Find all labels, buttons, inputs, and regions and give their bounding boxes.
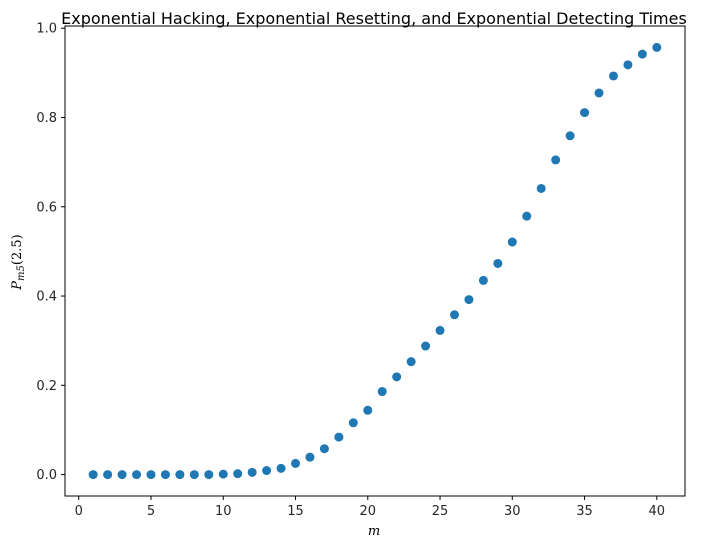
data-point: [204, 470, 214, 480]
data-point: [406, 357, 416, 367]
data-point: [478, 275, 488, 285]
x-tick-label: 0: [75, 504, 83, 519]
data-point: [348, 418, 358, 428]
y-axis-label: Pm5(2.5): [10, 234, 27, 290]
data-point: [652, 42, 662, 52]
x-tick-label: 5: [147, 504, 155, 519]
data-point: [551, 155, 561, 165]
x-tick-label: 35: [576, 504, 593, 519]
data-point: [218, 469, 228, 479]
data-point: [291, 458, 301, 468]
y-tick-label: 0.8: [36, 111, 57, 126]
data-point: [276, 463, 286, 473]
plot-area: [64, 25, 686, 497]
data-point: [377, 387, 387, 397]
y-tick-label: 0.2: [36, 379, 57, 394]
data-point: [363, 405, 373, 415]
data-point: [160, 470, 170, 480]
data-point: [175, 470, 185, 480]
data-point: [262, 466, 272, 476]
data-point: [305, 452, 315, 462]
data-point: [608, 71, 618, 81]
plot-frame: [64, 25, 686, 497]
data-point: [565, 131, 575, 141]
data-point: [392, 372, 402, 382]
data-point: [421, 341, 431, 351]
chart-title: Exponential Hacking, Exponential Resetti…: [61, 9, 687, 28]
x-tick-label: 20: [360, 504, 377, 519]
data-point: [435, 325, 445, 335]
y-tick-label: 0.6: [36, 200, 57, 215]
data-point: [319, 444, 329, 454]
data-point: [536, 183, 546, 193]
x-tick-label: 15: [287, 504, 304, 519]
data-points: [88, 42, 662, 480]
data-point: [189, 470, 199, 480]
data-point: [132, 470, 142, 480]
x-tick-label: 30: [504, 504, 521, 519]
data-point: [88, 470, 98, 480]
data-point: [334, 432, 344, 442]
y-tick-label: 1.0: [36, 22, 57, 37]
data-point: [247, 467, 257, 477]
data-point: [117, 470, 127, 480]
data-point: [464, 295, 474, 305]
x-tick-label: 40: [649, 504, 666, 519]
y-axis-label-sub: m5: [16, 265, 27, 281]
y-tick-label: 0.0: [36, 468, 57, 483]
y-axis: 0.0 0.2 0.4 0.6 0.8 1.0: [36, 22, 65, 483]
data-point: [449, 310, 459, 320]
x-axis-label: m: [368, 524, 380, 539]
y-axis-label-suffix: (2.5): [10, 234, 25, 265]
data-point: [522, 211, 532, 221]
data-point: [507, 237, 517, 247]
data-point: [493, 258, 503, 268]
data-point: [637, 49, 647, 59]
data-point: [233, 469, 243, 479]
y-tick-label: 0.4: [36, 290, 57, 305]
data-point: [623, 60, 633, 70]
y-axis-label-main: P: [10, 281, 25, 291]
data-point: [146, 470, 156, 480]
data-point: [580, 108, 590, 118]
x-axis: 0 5 10 15 20 25 30 35 40: [75, 496, 666, 519]
x-tick-label: 25: [432, 504, 449, 519]
x-tick-label: 10: [215, 504, 232, 519]
data-point: [103, 470, 113, 480]
data-point: [594, 88, 604, 98]
